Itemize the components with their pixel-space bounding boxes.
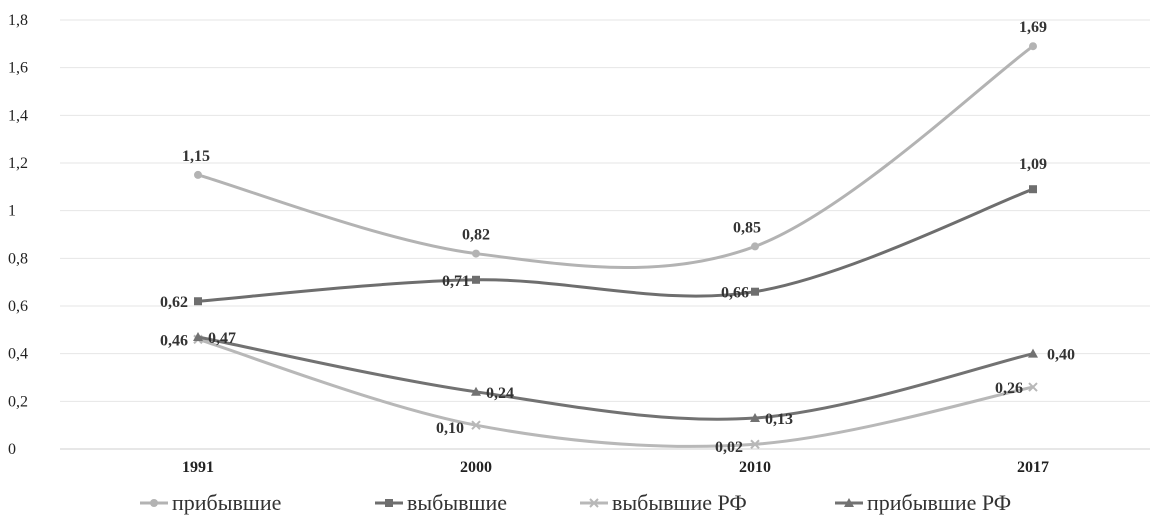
series-1 <box>194 185 1037 306</box>
legend-label: выбывшие РФ <box>612 490 747 515</box>
y-tick-label: 0,8 <box>8 250 28 267</box>
series-3 <box>193 331 1038 423</box>
legend-label: выбывшие <box>407 490 507 515</box>
legend-marker <box>385 499 393 507</box>
y-tick-label: 1,6 <box>8 60 28 77</box>
series-point <box>471 386 481 396</box>
series-point <box>472 249 480 258</box>
series-point <box>1028 348 1038 358</box>
data-label: 0,62 <box>160 294 188 311</box>
x-tick-label: 1991 <box>182 459 214 476</box>
series-point <box>750 439 760 449</box>
data-label: 0,71 <box>442 273 470 290</box>
data-label: 0,02 <box>715 439 743 456</box>
y-tick-label: 1,2 <box>8 155 28 172</box>
legend-label: прибывшие РФ <box>867 490 1011 515</box>
data-label: 0,13 <box>765 411 793 428</box>
y-tick-label: 1 <box>8 203 16 220</box>
series-point <box>1029 185 1037 194</box>
x-tick-label: 2010 <box>739 459 771 476</box>
series-line <box>197 337 1034 448</box>
legend-marker <box>589 498 599 508</box>
legend-item: прибывшие <box>140 490 281 515</box>
y-tick-label: 0,2 <box>8 393 28 410</box>
legend-label: прибывшие <box>172 490 281 515</box>
data-labels: 1,15 0,82 0,85 1,69 0,62 0,71 0,66 1,09 0,46 0,10… <box>160 19 1075 456</box>
series-point <box>193 331 203 341</box>
y-axis-ticks: 0 0,2 0,4 0,6 0,8 1 1,2 1,4 1,6 1,8 <box>8 12 28 458</box>
legend-marker <box>844 498 854 507</box>
legend: прибывшие выбывшие выбывшие РФ прибывшие РФ <box>140 490 1011 515</box>
y-tick-label: 0,6 <box>8 298 28 315</box>
data-label: 0,82 <box>462 227 490 244</box>
series-point <box>471 420 481 430</box>
data-label: 0,46 <box>160 332 188 349</box>
legend-item: прибывшие РФ <box>835 490 1011 515</box>
series-point <box>194 170 202 179</box>
data-label: 1,15 <box>182 148 210 165</box>
legend-marker <box>150 499 158 507</box>
series-line <box>197 187 1034 303</box>
data-label: 0,47 <box>208 330 236 347</box>
y-tick-label: 0 <box>8 441 16 458</box>
series-line <box>197 335 1034 421</box>
series-point <box>472 275 480 284</box>
series-point <box>751 287 759 296</box>
legend-item: выбывшие РФ <box>580 490 747 515</box>
series-point <box>1028 382 1038 392</box>
x-tick-label: 2017 <box>1017 459 1049 476</box>
data-label: 0,66 <box>721 285 749 302</box>
series <box>193 42 1038 449</box>
y-tick-label: 0,4 <box>8 346 28 363</box>
data-label: 0,10 <box>436 420 464 437</box>
series-point <box>750 413 760 423</box>
y-tick-label: 1,8 <box>8 12 28 29</box>
series-point <box>751 242 759 251</box>
x-axis-ticks: 1991 2000 2010 2017 <box>182 459 1049 476</box>
data-label: 0,40 <box>1047 347 1075 364</box>
legend-item: выбывшие <box>375 490 507 515</box>
data-label: 1,09 <box>1019 156 1047 173</box>
data-label: 0,26 <box>995 380 1023 397</box>
data-label: 0,24 <box>486 385 514 402</box>
series-line <box>197 44 1034 270</box>
series-point <box>1029 42 1037 51</box>
data-label: 0,85 <box>733 219 761 236</box>
series-point <box>194 297 202 306</box>
data-label: 1,69 <box>1019 19 1047 36</box>
series-2 <box>193 334 1038 449</box>
x-tick-label: 2000 <box>460 459 492 476</box>
series-0 <box>194 42 1037 270</box>
y-tick-label: 1,4 <box>8 107 28 124</box>
